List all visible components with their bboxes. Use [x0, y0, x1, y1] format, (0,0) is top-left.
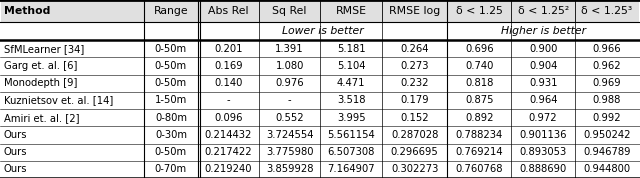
Text: δ < 1.25³: δ < 1.25³ [582, 6, 632, 16]
Text: 1.080: 1.080 [275, 61, 304, 71]
Text: 0.976: 0.976 [275, 78, 304, 88]
Text: Kuznietsov et. al. [14]: Kuznietsov et. al. [14] [4, 95, 113, 105]
Text: -: - [288, 95, 291, 105]
Text: 0.096: 0.096 [214, 113, 243, 123]
Text: 0.901136: 0.901136 [520, 130, 567, 140]
Text: RMSE log: RMSE log [389, 6, 440, 16]
Text: 0.972: 0.972 [529, 113, 557, 123]
Text: 5.561154: 5.561154 [327, 130, 375, 140]
Text: 0.931: 0.931 [529, 78, 557, 88]
Text: 0.969: 0.969 [593, 78, 621, 88]
Text: Lower is better: Lower is better [282, 26, 364, 36]
Text: 6.507308: 6.507308 [328, 147, 375, 157]
Text: Ours: Ours [4, 164, 28, 174]
Text: 0.788234: 0.788234 [456, 130, 503, 140]
Text: 0.900: 0.900 [529, 44, 557, 54]
Text: 0-30m: 0-30m [155, 130, 187, 140]
Text: 0-80m: 0-80m [155, 113, 187, 123]
Text: 0.552: 0.552 [275, 113, 304, 123]
Text: SfMLearner [34]: SfMLearner [34] [4, 44, 84, 54]
Text: 0.888690: 0.888690 [520, 164, 567, 174]
Text: 4.471: 4.471 [337, 78, 365, 88]
Text: 0.296695: 0.296695 [390, 147, 438, 157]
Text: 0.140: 0.140 [214, 78, 243, 88]
Text: Abs Rel: Abs Rel [208, 6, 248, 16]
Text: Monodepth [9]: Monodepth [9] [4, 78, 77, 88]
Text: 0.904: 0.904 [529, 61, 557, 71]
Text: 0.992: 0.992 [593, 113, 621, 123]
Text: Amiri et. al. [2]: Amiri et. al. [2] [4, 113, 79, 123]
Text: 0.875: 0.875 [465, 95, 493, 105]
Text: 0.760768: 0.760768 [456, 164, 503, 174]
Text: 0.273: 0.273 [401, 61, 429, 71]
Text: 0.769214: 0.769214 [456, 147, 503, 157]
Text: 0-50m: 0-50m [155, 44, 187, 54]
Text: 0-50m: 0-50m [155, 147, 187, 157]
Text: 0.892: 0.892 [465, 113, 493, 123]
Text: 0.264: 0.264 [401, 44, 429, 54]
Text: 1.391: 1.391 [275, 44, 304, 54]
Text: 0-50m: 0-50m [155, 78, 187, 88]
Text: RMSE: RMSE [335, 6, 367, 16]
Text: 3.775980: 3.775980 [266, 147, 314, 157]
Text: 0.962: 0.962 [593, 61, 621, 71]
Text: 1-50m: 1-50m [155, 95, 187, 105]
Text: 0.946789: 0.946789 [583, 147, 631, 157]
Text: 5.181: 5.181 [337, 44, 365, 54]
Text: Ours: Ours [4, 147, 28, 157]
Text: -: - [227, 95, 230, 105]
Text: 0.988: 0.988 [593, 95, 621, 105]
Text: 0.818: 0.818 [465, 78, 493, 88]
Text: Range: Range [154, 6, 188, 16]
Text: 3.995: 3.995 [337, 113, 365, 123]
Text: 0.302273: 0.302273 [391, 164, 438, 174]
Text: 0-50m: 0-50m [155, 61, 187, 71]
Text: 0.179: 0.179 [400, 95, 429, 105]
Text: 0.944800: 0.944800 [584, 164, 630, 174]
Text: 0.169: 0.169 [214, 61, 243, 71]
Text: 0.201: 0.201 [214, 44, 243, 54]
Text: Garg et. al. [6]: Garg et. al. [6] [4, 61, 77, 71]
Text: Method: Method [4, 6, 51, 16]
Text: 3.859928: 3.859928 [266, 164, 314, 174]
Text: 0.214432: 0.214432 [205, 130, 252, 140]
Text: Higher is better: Higher is better [500, 26, 586, 36]
Text: 0-70m: 0-70m [155, 164, 187, 174]
Text: 0.964: 0.964 [529, 95, 557, 105]
Text: 5.104: 5.104 [337, 61, 365, 71]
Text: 0.893053: 0.893053 [520, 147, 567, 157]
Text: 7.164907: 7.164907 [327, 164, 375, 174]
FancyBboxPatch shape [1, 0, 639, 22]
Text: 0.232: 0.232 [401, 78, 429, 88]
Text: δ < 1.25: δ < 1.25 [456, 6, 502, 16]
Text: 0.217422: 0.217422 [204, 147, 252, 157]
Text: δ < 1.25²: δ < 1.25² [518, 6, 569, 16]
Text: 3.518: 3.518 [337, 95, 365, 105]
Text: 0.696: 0.696 [465, 44, 493, 54]
Text: 0.740: 0.740 [465, 61, 493, 71]
Text: 0.219240: 0.219240 [205, 164, 252, 174]
Text: 0.152: 0.152 [400, 113, 429, 123]
Text: Sq Rel: Sq Rel [273, 6, 307, 16]
Text: 0.287028: 0.287028 [391, 130, 438, 140]
Text: 3.724554: 3.724554 [266, 130, 314, 140]
Text: 0.950242: 0.950242 [583, 130, 631, 140]
Text: Ours: Ours [4, 130, 28, 140]
Text: 0.966: 0.966 [593, 44, 621, 54]
